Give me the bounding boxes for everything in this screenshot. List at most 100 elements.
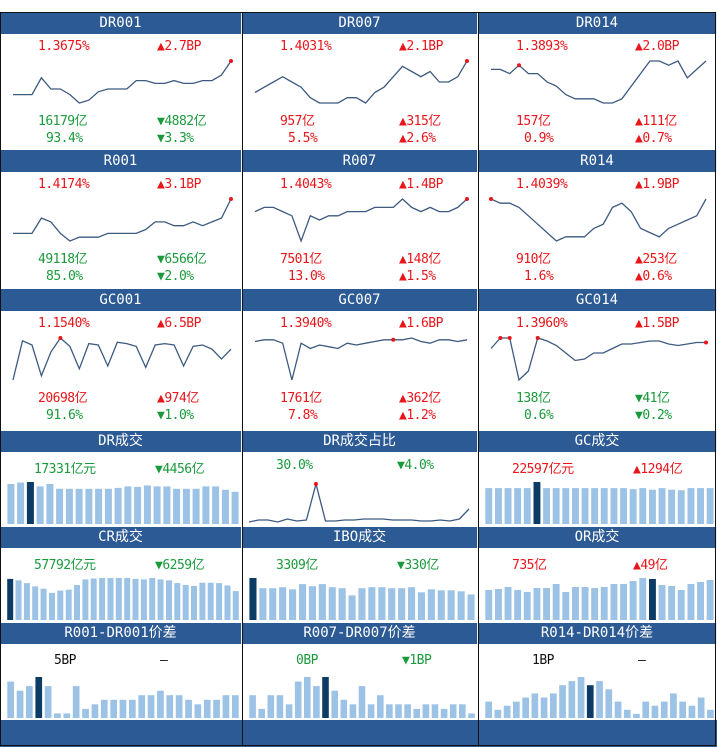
bar xyxy=(15,580,22,620)
bar xyxy=(140,579,147,620)
rate-change: ▲2.7BP xyxy=(157,39,201,54)
bar xyxy=(349,704,357,718)
bar xyxy=(533,482,541,524)
panel-gc014: GC014 1.3960% ▲1.5BP 138亿 ▼41亿 0.6% ▼0.2% xyxy=(478,289,717,431)
spread-change: – xyxy=(638,653,646,668)
panel-title: GC007 xyxy=(242,289,478,311)
volume-change: ▲362亿 xyxy=(399,391,441,406)
bar xyxy=(629,581,637,620)
bar xyxy=(649,579,656,620)
rate-value: 1.3893% xyxy=(516,39,568,54)
share-value: 85.0% xyxy=(46,269,83,284)
volume-change: ▼330亿 xyxy=(397,558,439,573)
bar xyxy=(134,486,142,524)
volume-change: ▲974亿 xyxy=(157,391,199,406)
panel-title: DR001 xyxy=(0,12,242,34)
bar xyxy=(63,713,71,718)
bar xyxy=(338,588,346,620)
bar xyxy=(54,713,61,718)
volume-change: ▲315亿 xyxy=(399,114,441,129)
bar xyxy=(222,695,230,718)
series-line xyxy=(12,337,232,381)
bar xyxy=(440,708,448,718)
bar xyxy=(221,489,229,524)
bar xyxy=(642,701,650,718)
data-point-marker xyxy=(229,197,233,201)
volume-value: 30.0% xyxy=(276,458,313,473)
bar xyxy=(485,590,493,620)
bar xyxy=(623,709,631,718)
bar-chart xyxy=(7,677,239,718)
bar xyxy=(688,705,696,718)
volume-change: ▲49亿 xyxy=(633,558,668,573)
bar xyxy=(194,704,202,718)
bar xyxy=(395,704,402,718)
bar xyxy=(95,488,103,524)
bar xyxy=(620,584,627,620)
bar xyxy=(533,588,541,620)
bar xyxy=(107,578,114,620)
bar xyxy=(697,582,704,620)
bar xyxy=(504,488,512,524)
bar xyxy=(591,588,599,620)
bar xyxy=(639,488,647,524)
data-point-marker xyxy=(704,340,708,345)
bar xyxy=(377,695,384,718)
bar xyxy=(668,586,676,620)
bar xyxy=(157,579,164,620)
bar xyxy=(115,578,122,620)
bar-chart xyxy=(249,578,475,620)
rate-value: 1.3940% xyxy=(280,316,332,331)
bar xyxy=(157,690,164,718)
data-point-marker xyxy=(313,482,318,486)
panel-title: IBO成交 xyxy=(242,527,478,548)
bar xyxy=(138,695,146,718)
volume-value: 22597亿元 xyxy=(512,462,574,477)
share-change: ▼2.0% xyxy=(157,269,194,284)
bar xyxy=(322,677,329,718)
bar xyxy=(91,704,99,718)
share-value: 1.6% xyxy=(524,269,554,284)
bar xyxy=(467,594,475,620)
bar xyxy=(65,589,72,620)
panel-title: GC014 xyxy=(478,289,717,311)
volume-change: ▲148亿 xyxy=(399,252,441,267)
bar xyxy=(562,488,570,524)
bar xyxy=(707,709,714,718)
bar xyxy=(679,701,686,718)
bar xyxy=(368,587,376,620)
bar xyxy=(485,488,493,524)
bar xyxy=(56,488,64,524)
bar xyxy=(199,582,206,620)
rate-change: ▲2.1BP xyxy=(399,39,443,54)
bar-chart xyxy=(249,677,475,718)
bar xyxy=(269,588,277,620)
bar xyxy=(36,486,44,524)
volume-change: ▼6566亿 xyxy=(157,252,207,267)
bar xyxy=(581,587,589,620)
share-value: 13.0% xyxy=(288,269,325,284)
bar xyxy=(457,591,465,620)
bar xyxy=(32,586,39,620)
bar xyxy=(313,686,320,718)
volume-change: ▼41亿 xyxy=(635,391,670,406)
bar-chart xyxy=(485,482,714,524)
panel-r014_spread: R014-DR014价差 1BP – xyxy=(478,623,717,720)
panel-cr_vol: CR成交 57792亿元 ▼6259亿 xyxy=(0,527,242,623)
bar xyxy=(633,713,640,718)
bar xyxy=(706,580,714,620)
panel-title: DR成交占比 xyxy=(242,431,478,452)
bar xyxy=(231,491,239,524)
panel-title: OR成交 xyxy=(478,527,717,548)
rate-change: ▲3.1BP xyxy=(157,177,201,192)
volume-change: ▼6259亿 xyxy=(155,558,205,573)
series-line xyxy=(254,337,468,381)
column-divider xyxy=(478,12,479,746)
panel-dr_vol: DR成交 17331亿元 ▼4456亿 xyxy=(0,431,242,527)
bar xyxy=(65,488,73,524)
bar xyxy=(572,488,579,524)
bar xyxy=(147,695,155,718)
line-chart xyxy=(13,197,233,242)
bar xyxy=(649,489,656,524)
bar xyxy=(82,579,89,620)
